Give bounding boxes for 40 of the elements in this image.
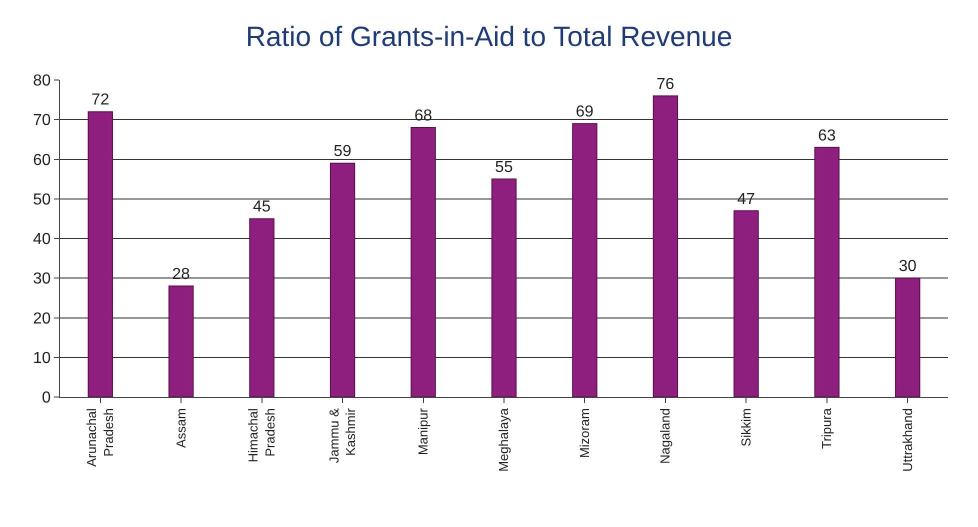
data-label: 69	[576, 104, 594, 121]
y-tick-label: 40	[33, 231, 51, 248]
x-tick-label: Tripura	[819, 407, 834, 449]
data-label: 55	[495, 159, 513, 176]
bar	[734, 210, 759, 397]
data-label: 76	[656, 76, 674, 93]
y-tick-label: 30	[33, 270, 51, 288]
bar	[814, 146, 840, 397]
y-tick-label: 80	[33, 72, 51, 90]
x-tick-label: Assam	[173, 408, 188, 448]
x-tick-label: Sikkim	[738, 408, 754, 446]
y-tick-label: 70	[33, 112, 51, 130]
bar	[895, 278, 920, 397]
data-label: 59	[334, 143, 352, 160]
bar	[168, 286, 194, 397]
data-label: 30	[898, 258, 917, 276]
x-tick-label: Himachal Pradesh	[246, 408, 278, 462]
data-label: 72	[91, 92, 110, 109]
chart-title: Ratio of Grants-in-Aid to Total Revenue	[246, 20, 732, 52]
data-label: 63	[818, 127, 836, 144]
x-tick-label: Arunachal Pradesh	[84, 408, 116, 467]
x-tick-label: Nagaland	[658, 408, 673, 464]
x-tick-label: Uttrakhand	[900, 408, 915, 472]
x-tick-label: Manipur	[415, 408, 430, 456]
bar	[410, 127, 436, 397]
bar	[572, 123, 598, 397]
y-tick-label: 0	[42, 390, 51, 407]
y-tick-label: 10	[33, 350, 51, 367]
y-tick-label: 60	[33, 152, 51, 169]
x-tick-label: Jammu & Kashmir	[326, 408, 358, 464]
bar	[330, 162, 356, 397]
x-tick-label: Mizoram	[576, 408, 592, 458]
bar	[491, 178, 517, 397]
x-tick-label: Meghalaya	[496, 407, 512, 472]
bar	[249, 218, 274, 397]
bar	[88, 111, 113, 397]
bar	[652, 95, 678, 397]
y-tick-label: 50	[33, 191, 51, 208]
y-tick-label: 20	[33, 310, 51, 328]
data-label: 45	[252, 198, 271, 216]
